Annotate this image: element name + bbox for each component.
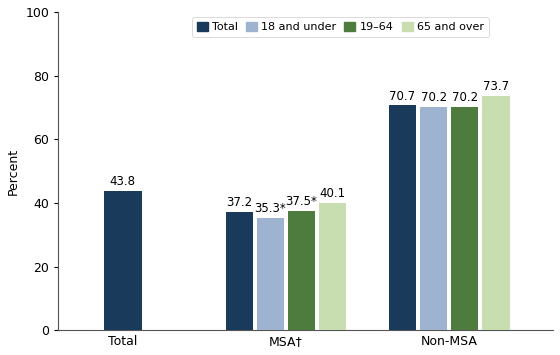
Legend: Total, 18 and under, 19–64, 65 and over: Total, 18 and under, 19–64, 65 and over xyxy=(192,17,488,37)
Text: 70.2: 70.2 xyxy=(421,91,447,104)
Bar xyxy=(420,107,447,330)
Text: 37.5*: 37.5* xyxy=(286,195,318,208)
Bar xyxy=(104,191,142,330)
Bar xyxy=(451,107,478,330)
Y-axis label: Percent: Percent xyxy=(7,148,20,195)
Bar xyxy=(389,105,416,330)
Text: 70.2: 70.2 xyxy=(452,91,478,104)
Text: 70.7: 70.7 xyxy=(389,90,416,103)
Bar xyxy=(226,212,253,330)
Text: 37.2: 37.2 xyxy=(226,196,252,209)
Bar xyxy=(319,203,346,330)
Text: 40.1: 40.1 xyxy=(320,187,346,200)
Text: 35.3*: 35.3* xyxy=(254,202,286,215)
Text: 73.7: 73.7 xyxy=(483,80,509,93)
Text: 43.8: 43.8 xyxy=(110,175,136,188)
Bar xyxy=(256,218,284,330)
Bar xyxy=(288,211,315,330)
Bar xyxy=(482,95,510,330)
